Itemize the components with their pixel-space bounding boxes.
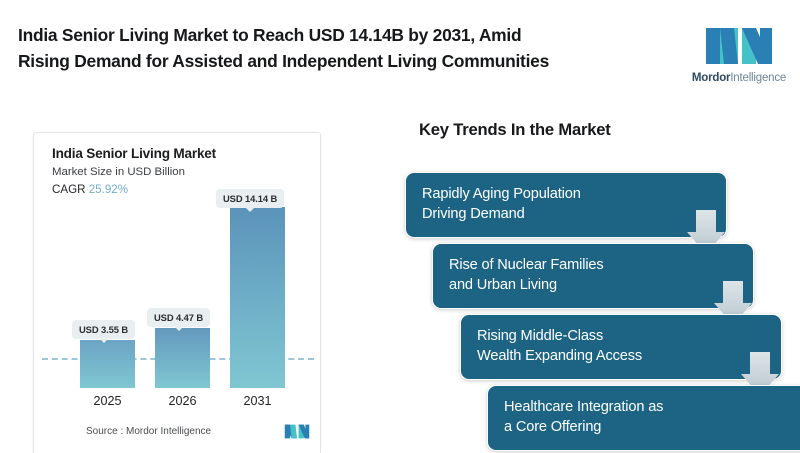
trend-card-4-line2: a Core Offering	[504, 419, 602, 435]
x-label-2025: 2025	[93, 394, 122, 408]
bar-value-2031: USD 14.14 B	[216, 189, 285, 212]
x-label-2031: 2031	[243, 394, 272, 408]
bar-fill-2031	[230, 207, 285, 388]
brand-logo: MordorIntelligence	[687, 6, 791, 100]
chart-subtitle: Market Size in USD Billion	[52, 166, 185, 178]
trend-card-1[interactable]: Rapidly Aging Population Driving Demand	[405, 172, 727, 238]
trend-card-2-line2: and Urban Living	[449, 277, 557, 293]
bar-2025	[80, 340, 135, 388]
trend-card-3[interactable]: Rising Middle-Class Wealth Expanding Acc…	[460, 314, 782, 380]
trends-title: Key Trends In the Market	[419, 120, 611, 139]
chart-card: India Senior Living Market Market Size i…	[33, 132, 321, 453]
chart-source: Source : Mordor Intelligence	[86, 426, 212, 437]
source-mordor-logo-icon	[284, 424, 310, 439]
headline-line-2: Rising Demand for Assisted and Independe…	[18, 51, 550, 71]
bar-2031	[230, 207, 285, 388]
cagr-label: CAGR	[52, 183, 86, 196]
trend-card-1-line1: Rapidly Aging Population	[422, 186, 581, 202]
page-title: India Senior Living Market to Reach USD …	[18, 22, 668, 74]
trend-card-1-line2: Driving Demand	[422, 206, 525, 222]
trend-card-4[interactable]: Healthcare Integration as a Core Offerin…	[487, 385, 800, 451]
chart-plot-area: USD 3.55 B USD 4.47 B USD 14.14 B	[34, 189, 320, 388]
trend-card-2-line1: Rise of Nuclear Families	[449, 257, 604, 273]
trend-card-2[interactable]: Rise of Nuclear Families and Urban Livin…	[432, 243, 754, 309]
trend-card-3-line2: Wealth Expanding Access	[477, 348, 643, 364]
bar-fill-2026	[155, 328, 210, 388]
trend-card-3-line1: Rising Middle-Class	[477, 328, 604, 344]
mordor-logo-icon	[706, 28, 772, 64]
chart-title: India Senior Living Market	[52, 146, 216, 161]
trend-card-4-line1: Healthcare Integration as	[504, 399, 664, 415]
bar-2026	[155, 328, 210, 388]
cagr-value: 25.92%	[88, 183, 129, 196]
logo-word-intelligence: Intelligence	[730, 72, 787, 84]
chart-cagr: CAGR 25.92%	[52, 183, 128, 196]
logo-word-mordor: Mordor	[691, 72, 731, 84]
logo-wordmark: MordorIntelligence	[692, 72, 786, 84]
x-label-2026: 2026	[168, 394, 197, 408]
bar-value-2026: USD 4.47 B	[147, 308, 211, 331]
bar-fill-2025	[80, 340, 135, 388]
bar-value-2025: USD 3.55 B	[72, 320, 136, 343]
headline-line-1: India Senior Living Market to Reach USD …	[18, 25, 522, 45]
